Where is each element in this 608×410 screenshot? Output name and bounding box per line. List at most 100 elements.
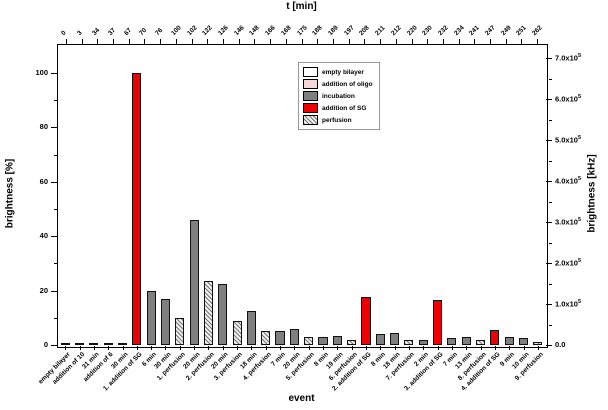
y-right-minor-tick xyxy=(549,283,552,285)
y-right-tick-label: 4.0x105 xyxy=(555,176,582,186)
bar-incubation xyxy=(218,283,228,345)
top-tick-label: 70 xyxy=(138,26,149,37)
top-tick xyxy=(348,39,350,44)
x-tick xyxy=(179,346,181,350)
top-tick-label: 188 xyxy=(311,24,324,37)
y-right-tick xyxy=(546,304,552,305)
top-tick xyxy=(175,39,177,44)
legend-item-label: addition of SG xyxy=(322,104,367,112)
y-right-tick xyxy=(546,99,552,101)
top-tick xyxy=(521,39,523,44)
top-tick xyxy=(113,39,114,44)
y-right-tick-label: 0.0 xyxy=(555,340,566,349)
x-tick xyxy=(294,346,296,350)
top-tick xyxy=(128,39,130,44)
top-tick xyxy=(442,39,444,44)
x-tick xyxy=(136,346,138,350)
x-tick xyxy=(93,346,95,350)
top-tick xyxy=(427,39,429,44)
top-tick-label: 168 xyxy=(279,24,293,37)
bar-perfusion xyxy=(175,317,185,345)
y-left-tick-label: 100 xyxy=(35,68,48,77)
bar-perfusion xyxy=(203,281,213,345)
x-tick xyxy=(494,346,496,350)
bar-sg xyxy=(433,300,443,345)
top-tick xyxy=(380,39,381,44)
y-left-tick-label: 20 xyxy=(39,285,48,295)
y-left-tick xyxy=(51,127,57,129)
top-tick-label: 241 xyxy=(468,24,481,37)
y-right-tick-label: 1.0x105 xyxy=(555,299,582,309)
legend-item: incubation xyxy=(303,91,373,101)
top-tick-label: 220 xyxy=(405,24,419,37)
x-tick xyxy=(165,346,167,350)
bar-perfusion xyxy=(533,342,543,345)
bar-incubation xyxy=(246,311,256,345)
legend-swatch-perfusion xyxy=(303,115,318,125)
top-tick-label: 76 xyxy=(154,26,165,37)
bar-sg xyxy=(490,330,500,345)
x-tick xyxy=(380,346,382,350)
y-right-minor-tick xyxy=(549,324,552,326)
top-tick xyxy=(301,39,303,44)
bar-perfusion xyxy=(232,320,242,345)
bar-incubation xyxy=(160,298,170,345)
legend-item: perfusion xyxy=(303,115,373,125)
x-tick xyxy=(122,346,124,350)
x-tick xyxy=(79,346,81,350)
x-tick xyxy=(280,346,281,350)
top-tick xyxy=(505,39,507,44)
y-right-tick xyxy=(546,181,552,183)
x-tick xyxy=(509,346,511,350)
top-tick xyxy=(411,39,413,44)
top-tick-label: 34 xyxy=(91,26,102,37)
top-tick xyxy=(490,39,491,44)
top-tick-label: 232 xyxy=(436,24,450,37)
top-tick-label: 247 xyxy=(484,24,497,37)
bar-incubation xyxy=(418,339,428,345)
x-tick xyxy=(65,346,67,350)
top-tick-label: 37 xyxy=(107,26,118,37)
y-right-tick-label: 2.0x105 xyxy=(555,258,582,268)
x-tick xyxy=(151,346,153,350)
top-tick xyxy=(191,39,193,44)
bar-incubation xyxy=(189,219,199,345)
x-tick xyxy=(108,346,110,350)
legend-swatch-oligo xyxy=(303,79,318,89)
top-tick-label: 146 xyxy=(232,24,246,37)
legend-item-label: incubation xyxy=(322,92,355,100)
x-tick xyxy=(366,346,367,350)
top-tick-label: 211 xyxy=(374,24,387,37)
bar-incubation xyxy=(275,331,285,345)
y-left-minor-tick xyxy=(54,100,57,102)
top-tick xyxy=(537,39,539,44)
top-tick xyxy=(458,39,460,44)
bar-perfusion xyxy=(261,331,271,345)
y-left-tick xyxy=(51,236,57,238)
top-tick xyxy=(285,39,287,44)
bar-perfusion xyxy=(404,339,414,345)
bar-incubation xyxy=(375,334,385,345)
bar-sg xyxy=(361,297,371,345)
bar-incubation xyxy=(390,332,400,345)
x-tick xyxy=(323,346,324,350)
x-tick xyxy=(351,346,353,350)
x-tick xyxy=(265,346,267,350)
top-tick xyxy=(223,39,224,44)
y-right-tick xyxy=(546,140,552,142)
y-right-tick-label: 3.0x105 xyxy=(555,217,582,227)
legend-swatch-incubation xyxy=(303,91,318,101)
top-tick xyxy=(317,39,319,44)
top-tick xyxy=(97,39,99,44)
y-right-minor-tick xyxy=(549,78,552,80)
legend-swatch-empty xyxy=(303,67,318,77)
top-tick-label: 197 xyxy=(342,24,356,37)
bar-oligo xyxy=(103,343,113,345)
top-tick-label: 212 xyxy=(389,24,403,37)
y-left-minor-tick xyxy=(54,209,57,210)
x-tick xyxy=(408,346,410,350)
top-tick xyxy=(395,39,397,44)
y-right-tick xyxy=(546,222,552,223)
top-tick-label: 230 xyxy=(421,24,434,37)
